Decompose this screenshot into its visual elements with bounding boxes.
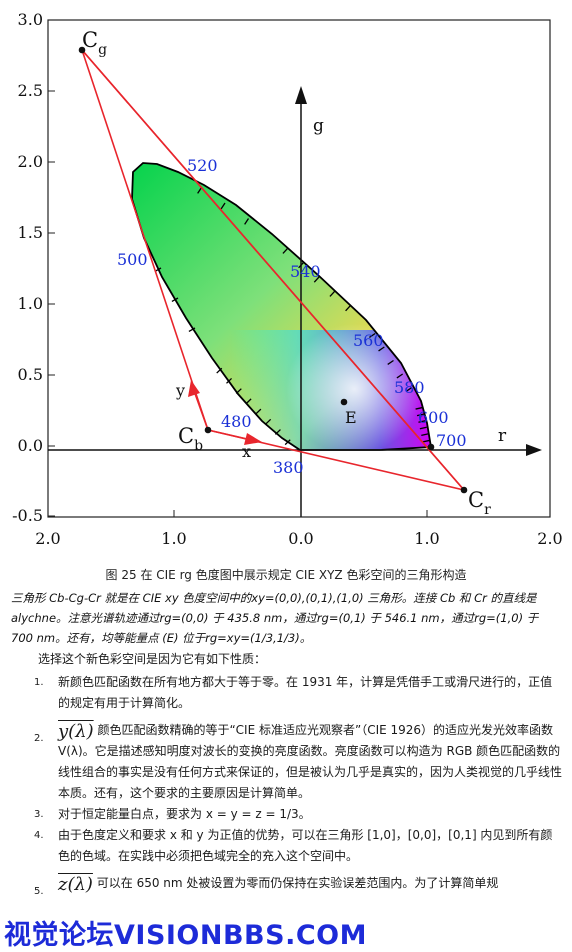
locus-tick	[171, 297, 179, 303]
r-axis-arrow-icon	[526, 444, 542, 456]
locus-tick	[244, 218, 250, 225]
list-item: 3. 对于恒定能量白点，要求为 x = y = z = 1/3。	[34, 804, 564, 825]
y-tick-label: 1.0	[18, 294, 43, 313]
wavelength-480: 480	[221, 412, 252, 431]
g-axis-arrow-icon	[295, 86, 307, 104]
y-tick-label: 3.0	[18, 10, 43, 29]
y-tick-label: 2.0	[18, 152, 43, 171]
locus-tick	[419, 426, 427, 430]
cg-label: Cg	[82, 28, 107, 58]
x-tick-label: 1.0	[414, 529, 439, 548]
locus-tick	[245, 398, 252, 405]
locus-tick	[313, 276, 320, 283]
locus-tick	[422, 439, 430, 443]
cg-point	[78, 46, 86, 54]
locus-tick	[329, 290, 336, 297]
wavelength-520: 520	[187, 156, 218, 175]
cr-label: Cr	[468, 488, 491, 518]
locus-tick	[421, 433, 429, 436]
y-tick-label: 0.5	[18, 365, 43, 384]
list-text: 对于恒定能量白点，要求为 x = y = z = 1/3。	[58, 807, 311, 821]
x-tick-label: 1.0	[161, 529, 186, 548]
locus-tick	[235, 388, 242, 394]
y-axis-label: y	[175, 381, 185, 400]
locus-tick	[255, 408, 262, 415]
g-axis-label: g	[313, 116, 324, 136]
list-text: 由于色度定义和要求 x 和 y 为正值的优势，可以在三角形 [1,0]，[0,0…	[58, 828, 553, 863]
locus-tick	[345, 305, 351, 312]
locus-tick	[220, 202, 226, 210]
locus-700-point	[427, 443, 435, 451]
locus-ticks	[154, 187, 430, 446]
y-arrow-line	[192, 387, 209, 431]
cr-point	[460, 486, 468, 494]
list-number: 1.	[34, 677, 44, 688]
list-number: 2.	[34, 733, 44, 744]
intro-text: 选择这个新色彩空间是因为它有如下性质：	[38, 652, 267, 666]
list-item: 1. 新颜色匹配函数在所有地方都大于等于零。在 1931 年，计算是凭借手工或滑…	[34, 672, 564, 714]
locus-tick	[416, 413, 424, 417]
locus-tick	[226, 377, 233, 384]
list-number: 4.	[34, 830, 44, 841]
list-text: 新颜色匹配函数在所有地方都大于等于零。在 1931 年，计算是凭借手工或滑尺进行…	[58, 675, 553, 710]
locus-tick	[378, 346, 385, 352]
locus-tick	[282, 247, 289, 254]
x-ticks: 2.0 1.0 0.0 1.0 2.0	[35, 510, 563, 548]
locus-tick	[216, 367, 223, 374]
locus-tick	[396, 373, 404, 379]
math-z-lambda: z(λ)	[58, 874, 93, 895]
list-text: 颜色匹配函数精确的等于“CIE 标准适应光观察者”（CIE 1926）的适应光发…	[58, 723, 563, 800]
locus-tick	[387, 359, 394, 365]
spectral-locus	[131, 162, 433, 451]
y-tick-label: 0.0	[18, 436, 43, 455]
locus-tick	[274, 429, 281, 435]
y-tick-label: 1.5	[18, 223, 43, 242]
y-arrow-icon	[188, 380, 200, 397]
x-arrow-icon	[244, 433, 262, 445]
locus-tick	[415, 406, 423, 410]
locus-tick	[265, 418, 272, 425]
wavelength-560: 560	[353, 331, 384, 350]
locus-tick	[418, 420, 426, 423]
locus-tick	[188, 327, 196, 333]
x-tick-label: 2.0	[35, 529, 60, 548]
locus-tick	[405, 386, 413, 392]
list-item: 5. z(λ) 可以在 650 nm 处被设置为零而仍保持在实验误差范围内。为了…	[34, 871, 564, 897]
watermark: 视觉论坛VISIONBBS.COM	[4, 920, 367, 951]
y-tick-label: -0.5	[12, 506, 43, 525]
x-axis-label: x	[242, 442, 251, 461]
e-point	[340, 398, 348, 406]
list-number: 3.	[34, 809, 44, 820]
wavelength-540: 540	[290, 262, 321, 281]
wavelength-500: 500	[117, 250, 148, 269]
locus-fill-white	[132, 163, 431, 450]
plot-frame	[47, 19, 551, 518]
locus-tick	[284, 439, 291, 446]
list-number: 5.	[34, 886, 44, 897]
math-y-lambda: y(λ)	[58, 721, 94, 742]
wavelength-580: 580	[394, 378, 425, 397]
figure-note: 三角形 Cb-Cg-Cr 就是在 CIE xy 色度空间中的xy=(0,0),(…	[11, 591, 539, 645]
wavelength-380: 380	[273, 458, 304, 477]
cie-rg-diagram: r g 2.0 1.0 0.0 1.0 2.0 3.0 2.5 2.0 1.5 1.0 0.5 0.…	[12, 10, 563, 548]
r-axis-label: r	[498, 426, 507, 446]
list-item: 2. y(λ) 颜色匹配函数精确的等于“CIE 标准适应光观察者”（CIE 19…	[34, 718, 564, 804]
figure-caption: 图 25 在 CIE rg 色度图中展示规定 CIE XYZ 色彩空间的三角形构…	[105, 568, 467, 582]
e-label: E	[345, 408, 357, 427]
property-list: 1. 新颜色匹配函数在所有地方都大于等于零。在 1931 年，计算是凭借手工或滑…	[34, 672, 564, 897]
cb-point	[204, 426, 212, 434]
triangle-edge-cg-cr	[81, 49, 465, 491]
wavelength-700: 700	[436, 431, 467, 450]
locus-tick	[369, 332, 376, 338]
cb-label: Cb	[178, 424, 203, 454]
x-tick-label: 0.0	[288, 529, 313, 548]
y-tick-label: 2.5	[18, 81, 43, 100]
y-ticks: 3.0 2.5 2.0 1.5 1.0 0.5 0.0 -0.5	[12, 10, 55, 525]
wavelength-600: 600	[418, 408, 449, 427]
locus-tick	[197, 187, 203, 194]
list-item: 4. 由于色度定义和要求 x 和 y 为正值的优势，可以在三角形 [1,0]，[…	[34, 825, 564, 867]
x-tick-label: 2.0	[537, 529, 562, 548]
list-text: 可以在 650 nm 处被设置为零而仍保持在实验误差范围内。为了计算简单规	[92, 876, 499, 890]
